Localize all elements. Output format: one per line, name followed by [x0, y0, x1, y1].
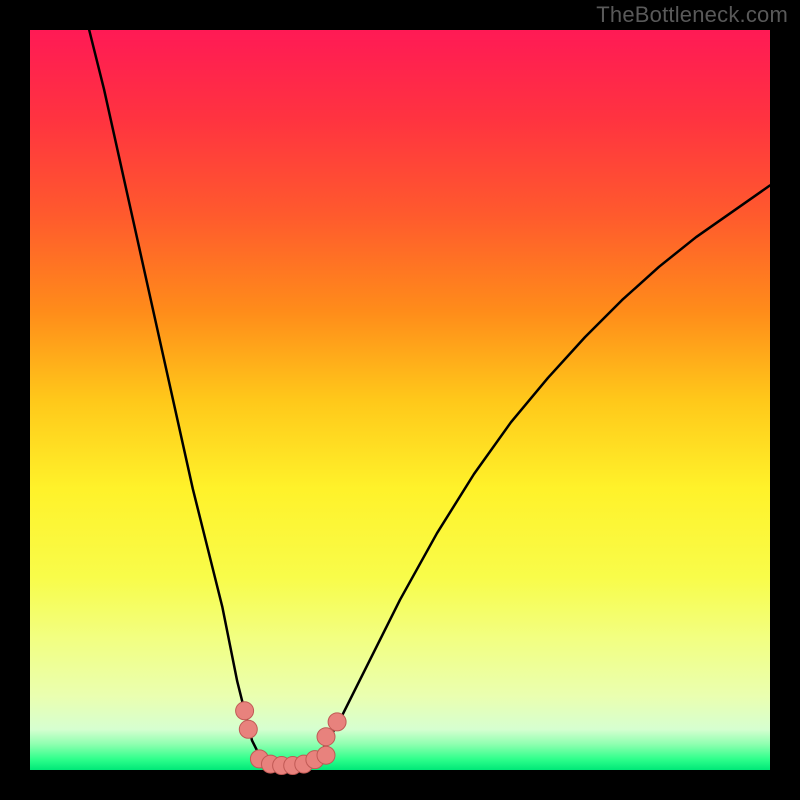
watermark-text: TheBottleneck.com: [596, 2, 788, 28]
marker-point: [328, 713, 346, 731]
chart-svg: [0, 0, 800, 800]
marker-point: [317, 746, 335, 764]
plot-background: [30, 30, 770, 770]
marker-point: [236, 702, 254, 720]
marker-point: [317, 728, 335, 746]
marker-point: [239, 720, 257, 738]
chart-root: TheBottleneck.com: [0, 0, 800, 800]
